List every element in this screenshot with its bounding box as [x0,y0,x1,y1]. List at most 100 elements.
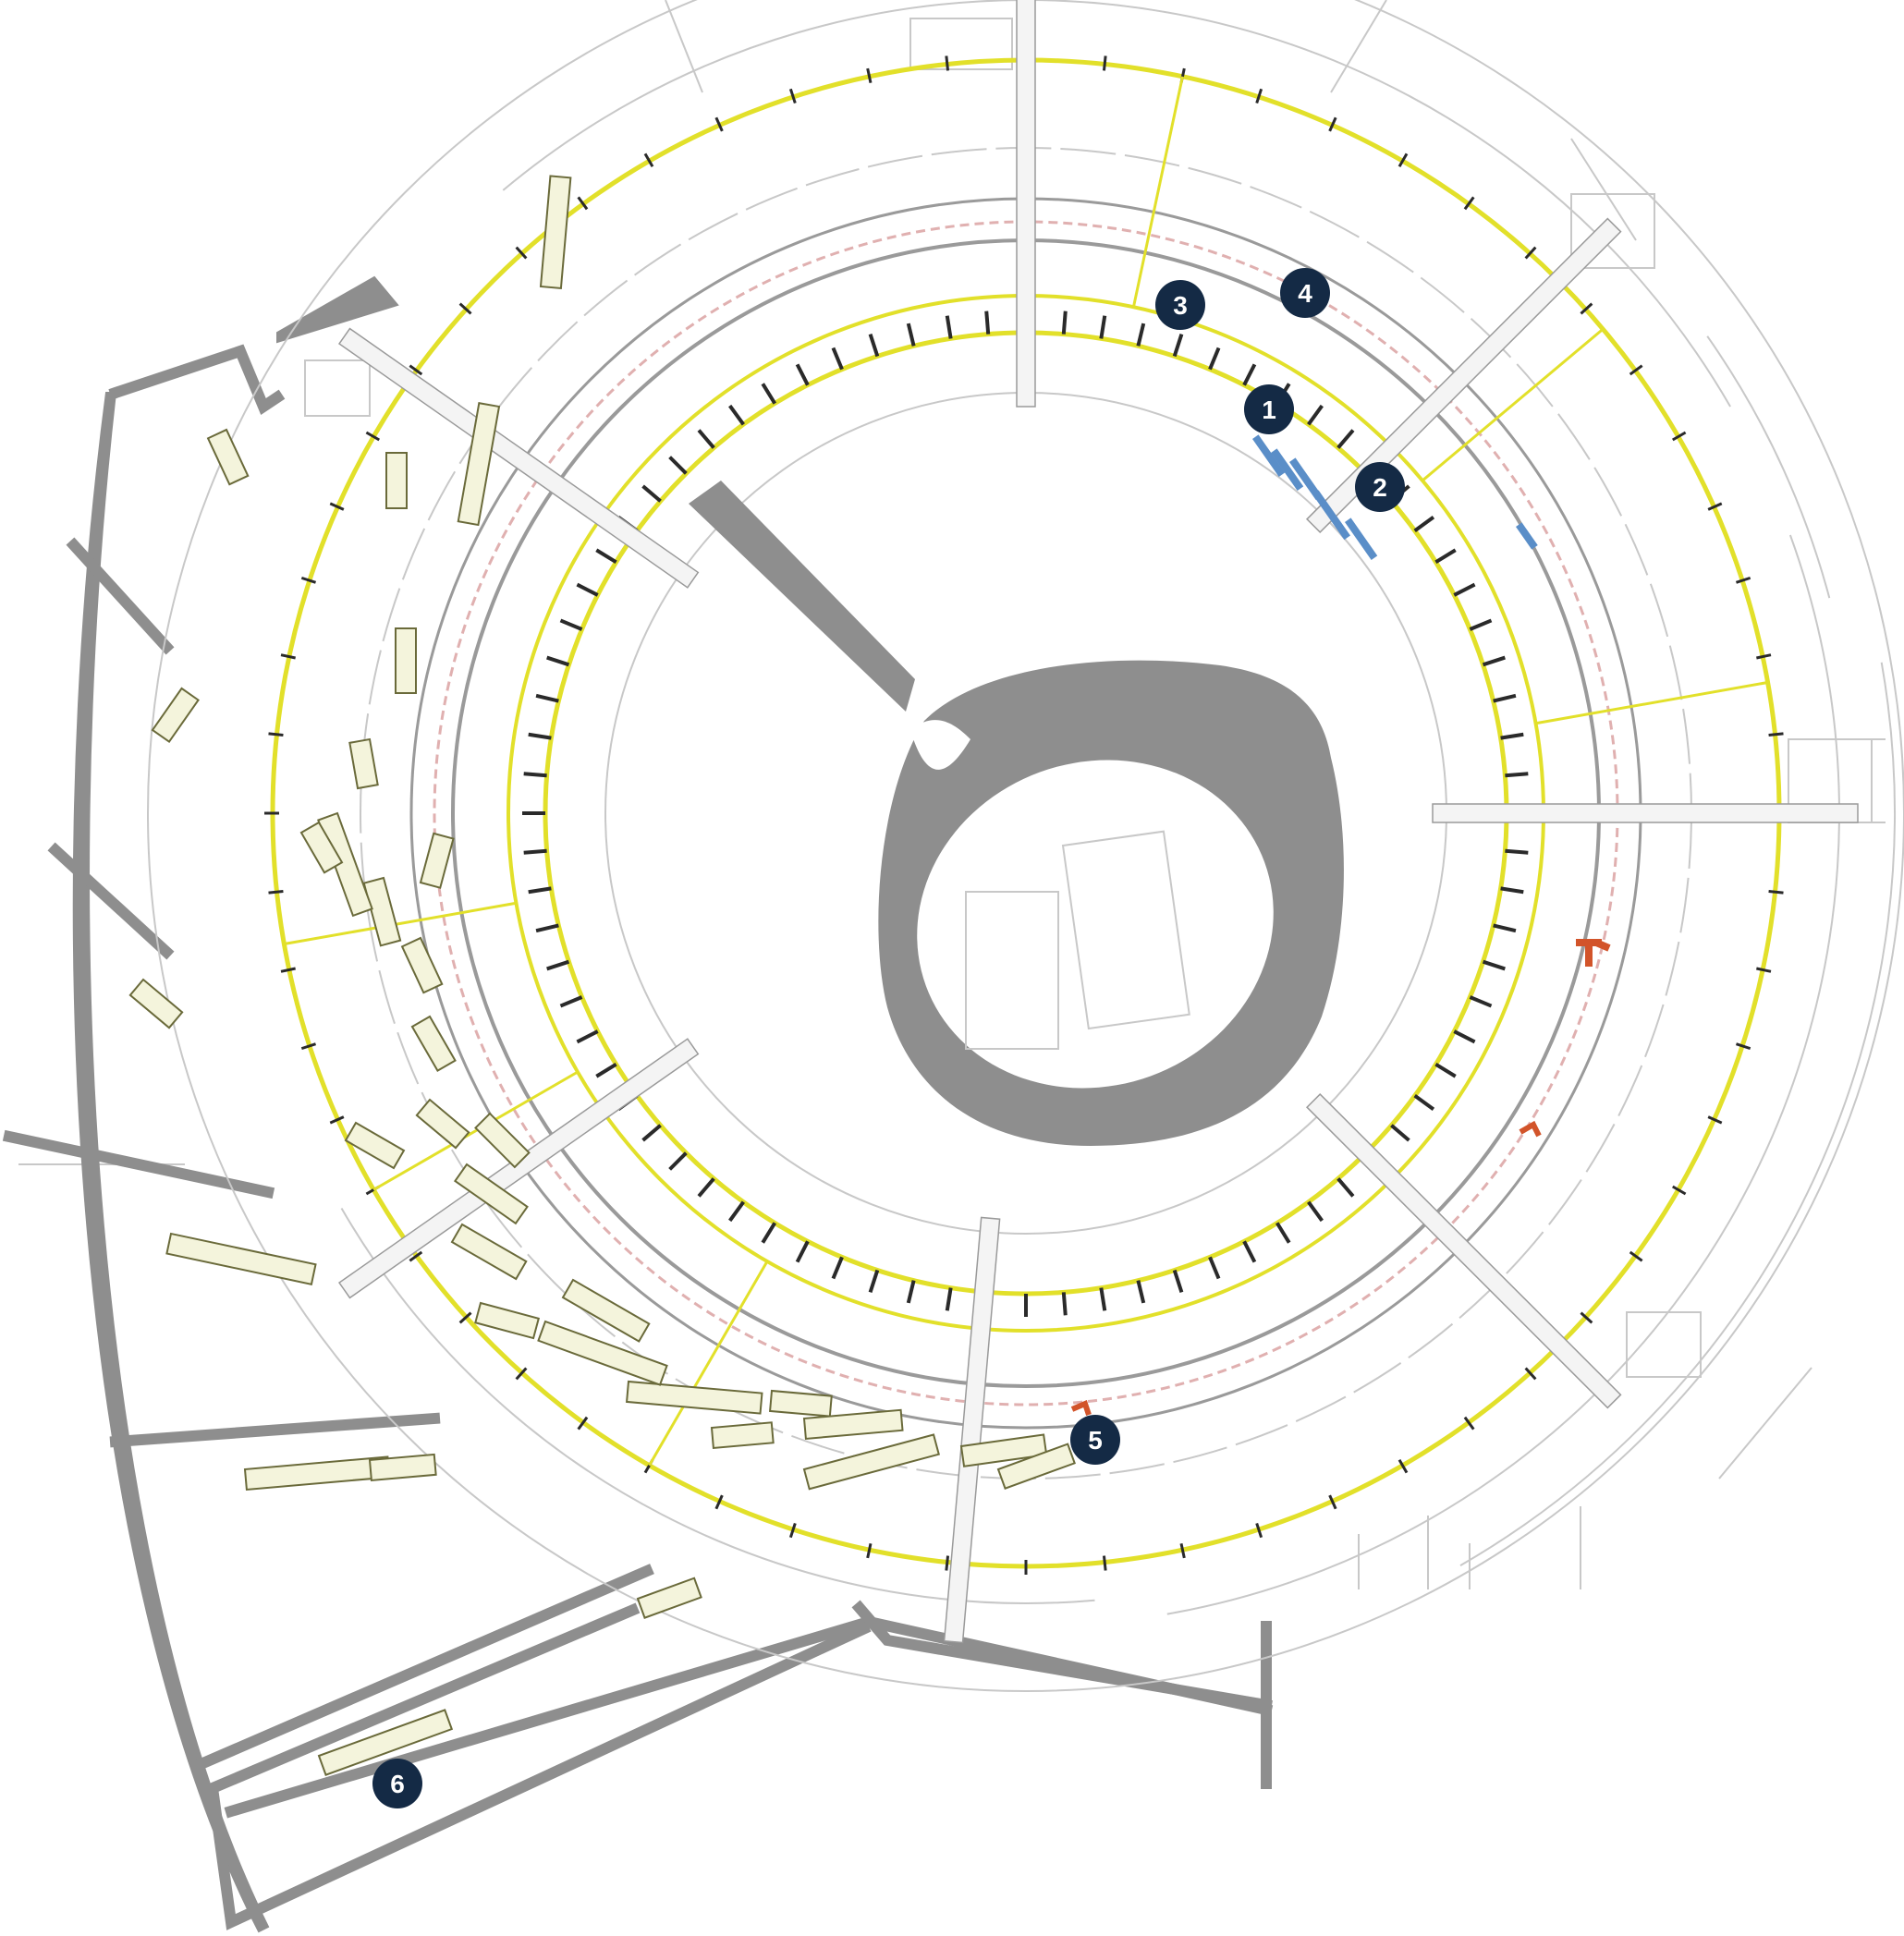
outer-ring-tick [515,246,528,260]
inner-ring-tick [945,315,953,339]
beamline-hutch [400,936,444,994]
red-equipment-marker [1070,1399,1092,1416]
sector-divider-line [648,1260,769,1467]
outer-ring-tick [268,732,284,737]
outer-wall-segment [108,344,286,416]
inner-ring-tick [668,1151,688,1171]
inner-ring-tick [1493,693,1517,703]
beamline-hutches [128,175,1076,1776]
outer-ring-tick [1580,302,1593,315]
outer-ring-tick [515,1367,528,1381]
inner-ring-tick [546,655,570,667]
outer-ring-tick [1629,1250,1643,1262]
marker-label: 6 [390,1770,405,1798]
outer-ring-tick [268,889,284,895]
inner-ring-tick [576,1029,599,1044]
beamline-hutch [317,1709,454,1776]
beamline-hutch [996,1443,1076,1490]
inner-ring-tick [795,363,810,386]
marker-circle-icon [1244,384,1294,434]
beamline-hutch [474,1112,531,1169]
inner-ring-tick [868,1269,880,1293]
outer-ring-tick [329,502,345,511]
beamline-hutch [206,428,250,486]
inner-ring-tick [795,1240,810,1263]
outer-ring-tick [1768,889,1784,895]
outer-ring-tick [1397,152,1409,168]
sector-divider-line [284,901,517,946]
walkway-bridge [1016,0,1036,408]
beamline-hutch [537,1320,668,1386]
beamline-hutch [636,1577,702,1619]
sector-divider-line [1131,76,1184,308]
inner-ring-tick [1469,618,1493,631]
booster-ring-interior [917,760,1274,1089]
outer-wall-segment [2,1129,275,1199]
inner-ring-tick [945,1287,953,1311]
inner-ring-tick [1172,1269,1184,1293]
ring-equipment [1070,434,1611,1416]
inner-ring-tick [1061,310,1068,335]
blue-equipment-marker [1271,448,1304,491]
inner-ring-tick [1242,1240,1257,1263]
marker-5: 5 [1070,1415,1120,1465]
beamline-hutch [450,1223,528,1281]
inner-ring-tick [1500,732,1524,740]
walkway-bridge [1305,217,1622,534]
building-outer-circle [147,0,1904,1692]
inner-ring-tick [1434,548,1457,565]
inner-ring-tick [1099,315,1107,339]
outer-perimeter-walls [2,275,1274,1933]
radial-walkway-bridges [284,0,1859,1644]
inner-ring-tick [1505,848,1529,855]
blue-equipment-marker [1252,434,1286,477]
inner-ring-tick [1275,1222,1291,1244]
marker-label: 1 [1262,396,1276,424]
sector-divider-line [1422,327,1605,482]
red-equipment-marker [1576,939,1611,967]
outer-ring-tick [365,431,381,442]
outer-building-arc [1459,662,1896,1566]
inner-ring-tick [535,923,559,933]
inner-ring-tick [697,1177,715,1198]
outer-ring-tick [1328,1494,1337,1510]
outer-ring-tick [1707,502,1723,511]
outer-wall-segment [47,842,175,960]
walkway-bridge [943,1216,1001,1644]
walkway-bridge [1305,1092,1622,1409]
marker-4: 4 [1280,268,1330,318]
walkway-bridge [337,1038,700,1299]
inner-ring-tick [1453,582,1476,597]
marker-6: 6 [372,1759,422,1808]
beamline-hutch [317,811,373,918]
beamline-hutch [344,1121,406,1170]
inner-ring-tick [1413,1094,1435,1111]
inner-ring-tick [728,1200,745,1223]
inner-ring-tick [761,1222,777,1244]
inner-ring-tick [1469,995,1493,1008]
walkway-bridge [337,327,700,589]
outer-ring-tick [1102,1555,1107,1571]
marker-label: 5 [1088,1426,1103,1455]
outer-ring-tick [866,67,873,83]
red-equipment-marker [1519,1120,1542,1138]
blue-equipment-marker [1312,490,1350,541]
service-building [909,18,1013,70]
inner-ring-tick [984,310,991,335]
inner-ring-tick [1307,1200,1324,1223]
inner-ring-tick [528,886,552,895]
transfer-line [689,481,915,712]
walkway-bridge [1432,803,1859,823]
beamline-hutch [802,1433,940,1491]
outer-ring-tick [409,364,423,376]
outer-wall-segment [72,392,270,1933]
inner-ring-tick [1136,1280,1146,1304]
outer-building-line [665,0,703,93]
service-building [1570,193,1655,269]
inner-ring-tick [1099,1287,1107,1311]
beamline-hutch [348,737,379,790]
outer-building-arc [1166,534,1840,1615]
outer-ring-tick [714,116,724,132]
outer-ring-tick [280,967,296,973]
